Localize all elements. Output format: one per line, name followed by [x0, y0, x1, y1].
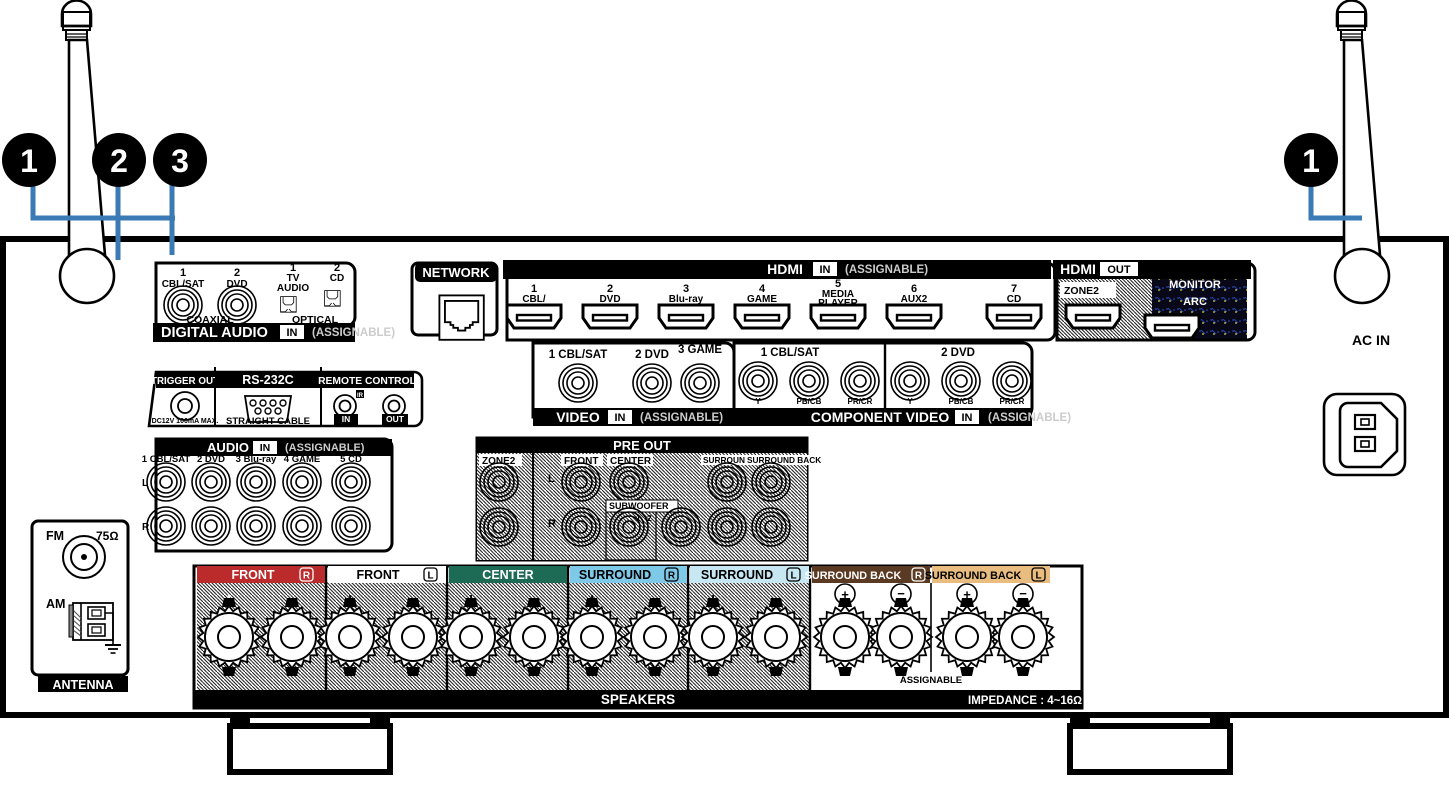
svg-text:PRE OUT: PRE OUT [613, 438, 671, 453]
svg-text:Y: Y [755, 397, 761, 406]
svg-text:(ASSIGNABLE): (ASSIGNABLE) [285, 442, 365, 454]
svg-text:R: R [303, 571, 311, 582]
svg-text:L: L [1035, 571, 1041, 582]
svg-text:1 CBL/SAT: 1 CBL/SAT [761, 347, 820, 359]
svg-text:CENTER: CENTER [610, 456, 652, 467]
svg-text:2 DVD: 2 DVD [941, 347, 975, 359]
svg-text:VIDEO: VIDEO [556, 409, 600, 425]
svg-text:SURROUND BACK: SURROUND BACK [925, 570, 1022, 582]
svg-text:HDMI: HDMI [767, 261, 803, 277]
svg-text:CBL/SAT: CBL/SAT [162, 279, 205, 290]
svg-text:DC12V 100mA MAX.: DC12V 100mA MAX. [152, 418, 219, 425]
svg-text:1: 1 [20, 143, 38, 179]
svg-text:IN: IN [287, 327, 298, 339]
svg-text:L: L [790, 571, 796, 582]
svg-text:L: L [142, 478, 148, 489]
svg-text:TRIGGER OUT: TRIGGER OUT [151, 376, 219, 387]
svg-text:L: L [548, 473, 555, 485]
svg-text:SURROUND: SURROUND [579, 568, 651, 582]
svg-text:IN: IN [820, 264, 831, 276]
svg-text:1: 1 [180, 267, 186, 279]
svg-text:R: R [668, 571, 676, 582]
svg-text:IMPEDANCE : 4~16Ω: IMPEDANCE : 4~16Ω [968, 695, 1082, 707]
svg-text:NETWORK: NETWORK [422, 265, 490, 280]
svg-text:AUX2: AUX2 [901, 294, 928, 305]
svg-text:SUBWOOFER: SUBWOOFER [609, 501, 669, 511]
svg-text:AUDIO: AUDIO [277, 283, 309, 294]
svg-text:MONITOR: MONITOR [1169, 279, 1221, 291]
svg-text:PB/CB: PB/CB [797, 397, 822, 406]
svg-text:DIGITAL AUDIO: DIGITAL AUDIO [161, 325, 268, 341]
svg-text:IN: IN [260, 442, 271, 454]
svg-text:CD: CD [1007, 294, 1021, 305]
svg-text:Blu-ray: Blu-ray [669, 294, 704, 305]
svg-text:COMPONENT VIDEO: COMPONENT VIDEO [811, 409, 950, 425]
svg-text:IN: IN [342, 414, 351, 424]
svg-text:ARC: ARC [1183, 296, 1207, 308]
svg-text:2: 2 [110, 143, 128, 179]
svg-text:OUT: OUT [386, 414, 405, 424]
svg-text:HDMI: HDMI [1060, 261, 1096, 277]
svg-text:L: L [427, 571, 433, 582]
svg-text:2 DVD: 2 DVD [635, 349, 669, 361]
svg-text:SURROUND BACK: SURROUND BACK [747, 455, 821, 465]
svg-text:SPEAKERS: SPEAKERS [601, 692, 675, 707]
svg-text:CENTER: CENTER [482, 568, 533, 582]
svg-text:ZONE2: ZONE2 [482, 456, 516, 467]
svg-text:FRONT: FRONT [356, 568, 399, 582]
svg-text:R: R [915, 571, 923, 582]
svg-text:RS-232C: RS-232C [242, 373, 293, 387]
svg-text:3: 3 [171, 143, 189, 179]
svg-text:STRAIGHT CABLE: STRAIGHT CABLE [226, 416, 310, 427]
svg-text:3 GAME: 3 GAME [678, 344, 722, 356]
svg-text:SURROUND BACK: SURROUND BACK [805, 570, 902, 582]
svg-text:PR/CR: PR/CR [1000, 397, 1025, 406]
svg-text:R: R [142, 522, 150, 533]
svg-text:ZONE2: ZONE2 [1064, 285, 1099, 297]
svg-text:1: 1 [1302, 143, 1320, 179]
svg-text:ANTENNA: ANTENNA [52, 678, 113, 692]
svg-text:IN: IN [962, 412, 973, 424]
svg-text:2: 2 [234, 267, 240, 279]
svg-text:IR: IR [357, 393, 364, 399]
svg-text:1 CBL/SAT: 1 CBL/SAT [549, 349, 608, 361]
svg-text:R: R [548, 518, 556, 530]
svg-text:FM: FM [46, 529, 64, 543]
svg-text:(ASSIGNABLE): (ASSIGNABLE) [312, 327, 395, 339]
svg-text:PR/CR: PR/CR [848, 397, 873, 406]
svg-text:(ASSIGNABLE): (ASSIGNABLE) [845, 264, 928, 276]
svg-text:FRONT: FRONT [564, 456, 598, 467]
svg-text:Y: Y [907, 397, 913, 406]
svg-text:ASSIGNABLE: ASSIGNABLE [900, 675, 962, 686]
svg-text:SURROUND: SURROUND [701, 568, 773, 582]
svg-text:GAME: GAME [747, 294, 777, 305]
svg-text:(ASSIGNABLE): (ASSIGNABLE) [640, 412, 723, 424]
svg-text:OUT: OUT [1107, 264, 1131, 276]
svg-text:IN: IN [615, 412, 626, 424]
svg-text:AUDIO: AUDIO [207, 440, 249, 455]
svg-text:FRONT: FRONT [231, 568, 274, 582]
svg-text:(ASSIGNABLE): (ASSIGNABLE) [988, 412, 1071, 424]
svg-text:AC IN: AC IN [1352, 332, 1390, 348]
svg-text:75Ω: 75Ω [96, 529, 119, 543]
svg-text:CD: CD [330, 273, 344, 284]
svg-text:DVD: DVD [599, 294, 620, 305]
svg-text:AM: AM [46, 597, 65, 611]
svg-text:PB/CB: PB/CB [949, 397, 974, 406]
svg-text:REMOTE CONTROL: REMOTE CONTROL [318, 376, 416, 387]
